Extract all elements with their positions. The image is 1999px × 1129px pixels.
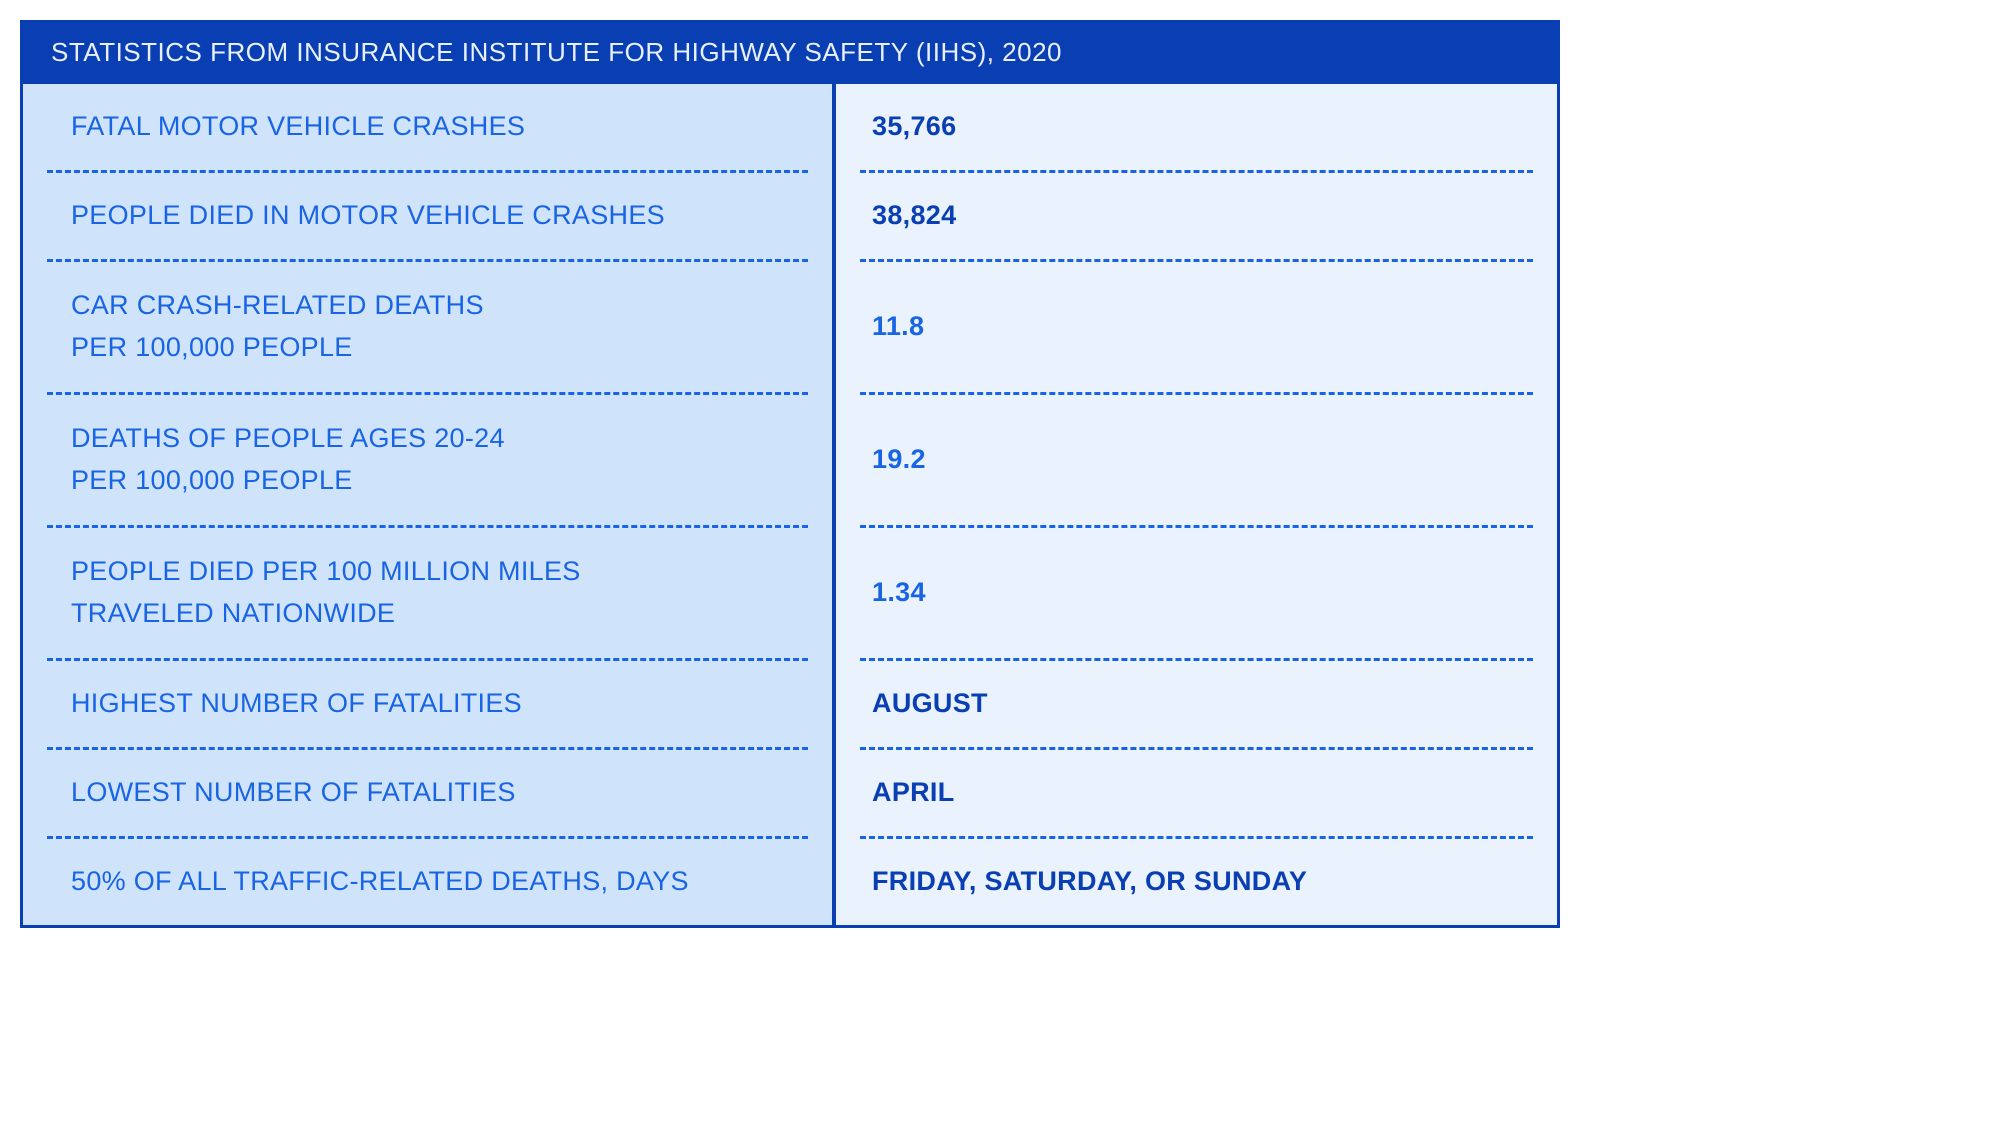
table-row-label: PEOPLE DIED PER 100 MILLION MILESTRAVELE… — [23, 528, 832, 658]
value-text: 35,766 — [872, 106, 1527, 148]
label-line: PEOPLE DIED PER 100 MILLION MILES — [71, 551, 802, 593]
table-row-value: FRIDAY, SATURDAY, OR SUNDAY — [836, 839, 1557, 925]
table-row-value: 19.2 — [836, 395, 1557, 525]
label-line: 50% OF ALL TRAFFIC-RELATED DEATHS, DAYS — [71, 861, 802, 903]
labels-column: FATAL MOTOR VEHICLE CRASHES PEOPLE DIED I… — [23, 84, 836, 925]
table-header: STATISTICS FROM INSURANCE INSTITUTE FOR … — [23, 23, 1557, 84]
label-line: PER 100,000 PEOPLE — [71, 327, 802, 369]
table-row-label: DEATHS OF PEOPLE AGES 20-24PER 100,000 P… — [23, 395, 832, 525]
label-line: PER 100,000 PEOPLE — [71, 460, 802, 502]
label-line: LOWEST NUMBER OF FATALITIES — [71, 772, 802, 814]
table-row-label: 50% OF ALL TRAFFIC-RELATED DEATHS, DAYS — [23, 839, 832, 925]
values-column: 35,766 38,824 11.8 19.2 1.34 AUGUST APRIL FRIDA… — [836, 84, 1557, 925]
table-row-value: 1.34 — [836, 528, 1557, 658]
label-line: HIGHEST NUMBER OF FATALITIES — [71, 683, 802, 725]
table-row-label: LOWEST NUMBER OF FATALITIES — [23, 750, 832, 836]
table-row-label: HIGHEST NUMBER OF FATALITIES — [23, 661, 832, 747]
table-row-value: 38,824 — [836, 173, 1557, 259]
table-row-value: AUGUST — [836, 661, 1557, 747]
value-text: 38,824 — [872, 195, 1527, 237]
table-row-value: 11.8 — [836, 262, 1557, 392]
label-line: FATAL MOTOR VEHICLE CRASHES — [71, 106, 802, 148]
value-text: 11.8 — [872, 306, 1527, 348]
table-row-label: PEOPLE DIED IN MOTOR VEHICLE CRASHES — [23, 173, 832, 259]
value-text: FRIDAY, SATURDAY, OR SUNDAY — [872, 861, 1527, 903]
table-row-value: APRIL — [836, 750, 1557, 836]
table-body: FATAL MOTOR VEHICLE CRASHES PEOPLE DIED I… — [23, 84, 1557, 925]
label-line: CAR CRASH-RELATED DEATHS — [71, 285, 802, 327]
header-title: STATISTICS FROM INSURANCE INSTITUTE FOR … — [51, 37, 1062, 67]
value-text: 19.2 — [872, 439, 1527, 481]
table-row-label: FATAL MOTOR VEHICLE CRASHES — [23, 84, 832, 170]
value-text: 1.34 — [872, 572, 1527, 614]
value-text: APRIL — [872, 772, 1527, 814]
label-line: TRAVELED NATIONWIDE — [71, 593, 802, 635]
table-row-label: CAR CRASH-RELATED DEATHSPER 100,000 PEOP… — [23, 262, 832, 392]
label-line: DEATHS OF PEOPLE AGES 20-24 — [71, 418, 802, 460]
table-row-value: 35,766 — [836, 84, 1557, 170]
value-text: AUGUST — [872, 683, 1527, 725]
statistics-table: STATISTICS FROM INSURANCE INSTITUTE FOR … — [20, 20, 1560, 928]
label-line: PEOPLE DIED IN MOTOR VEHICLE CRASHES — [71, 195, 802, 237]
